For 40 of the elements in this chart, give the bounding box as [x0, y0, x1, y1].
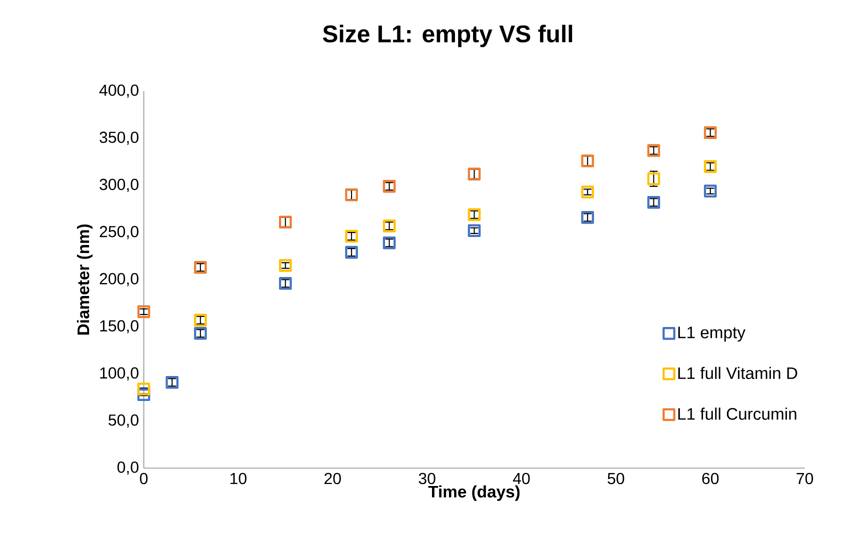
point: [137, 382, 150, 396]
point: [647, 196, 660, 209]
point: [194, 260, 207, 274]
y-tick-label: 250,0: [100, 226, 138, 240]
y-tick-label: 200,0: [100, 273, 138, 286]
y-tick-label: 100,0: [100, 367, 138, 381]
point: [166, 376, 178, 389]
point: [382, 236, 396, 250]
point: [137, 305, 150, 318]
point: [137, 388, 150, 402]
y-tick-label: 300,0: [100, 178, 138, 192]
point: [382, 180, 396, 193]
y-tick-label: 150,0: [100, 320, 138, 334]
point: [468, 208, 481, 222]
point: [345, 246, 358, 259]
point: [194, 314, 207, 327]
legend-label: L1 full Curcumin: [678, 408, 796, 420]
x-tick-label: 20: [324, 472, 341, 484]
x-tick-label: 0: [140, 472, 148, 484]
x-tick-label: 60: [702, 472, 719, 484]
x-tick-label: 50: [608, 472, 624, 484]
x-tick-label: 10: [230, 472, 246, 484]
point: [581, 186, 594, 198]
legend-label: L1 full Vitamin D: [678, 366, 798, 380]
x-tick-label: 40: [512, 472, 530, 484]
chart-title: Size L1: empty VS full: [322, 24, 572, 48]
y-tick-label: 400,0: [99, 84, 138, 98]
x-tick-label: 70: [796, 472, 814, 484]
point: [704, 126, 717, 140]
point: [468, 224, 481, 238]
x-axis-title: Time (days): [428, 485, 520, 501]
y-tick-label: 350,0: [100, 132, 138, 145]
point: [194, 326, 207, 340]
point: [279, 259, 292, 272]
y-tick-label: 0,0: [117, 462, 138, 475]
y-tick-label: 50,0: [108, 414, 138, 428]
x-tick-label: 30: [418, 472, 436, 484]
point: [704, 184, 717, 198]
legend-label: L1 empty: [678, 326, 746, 342]
y-axis-title: Diameter (nm): [76, 224, 93, 335]
